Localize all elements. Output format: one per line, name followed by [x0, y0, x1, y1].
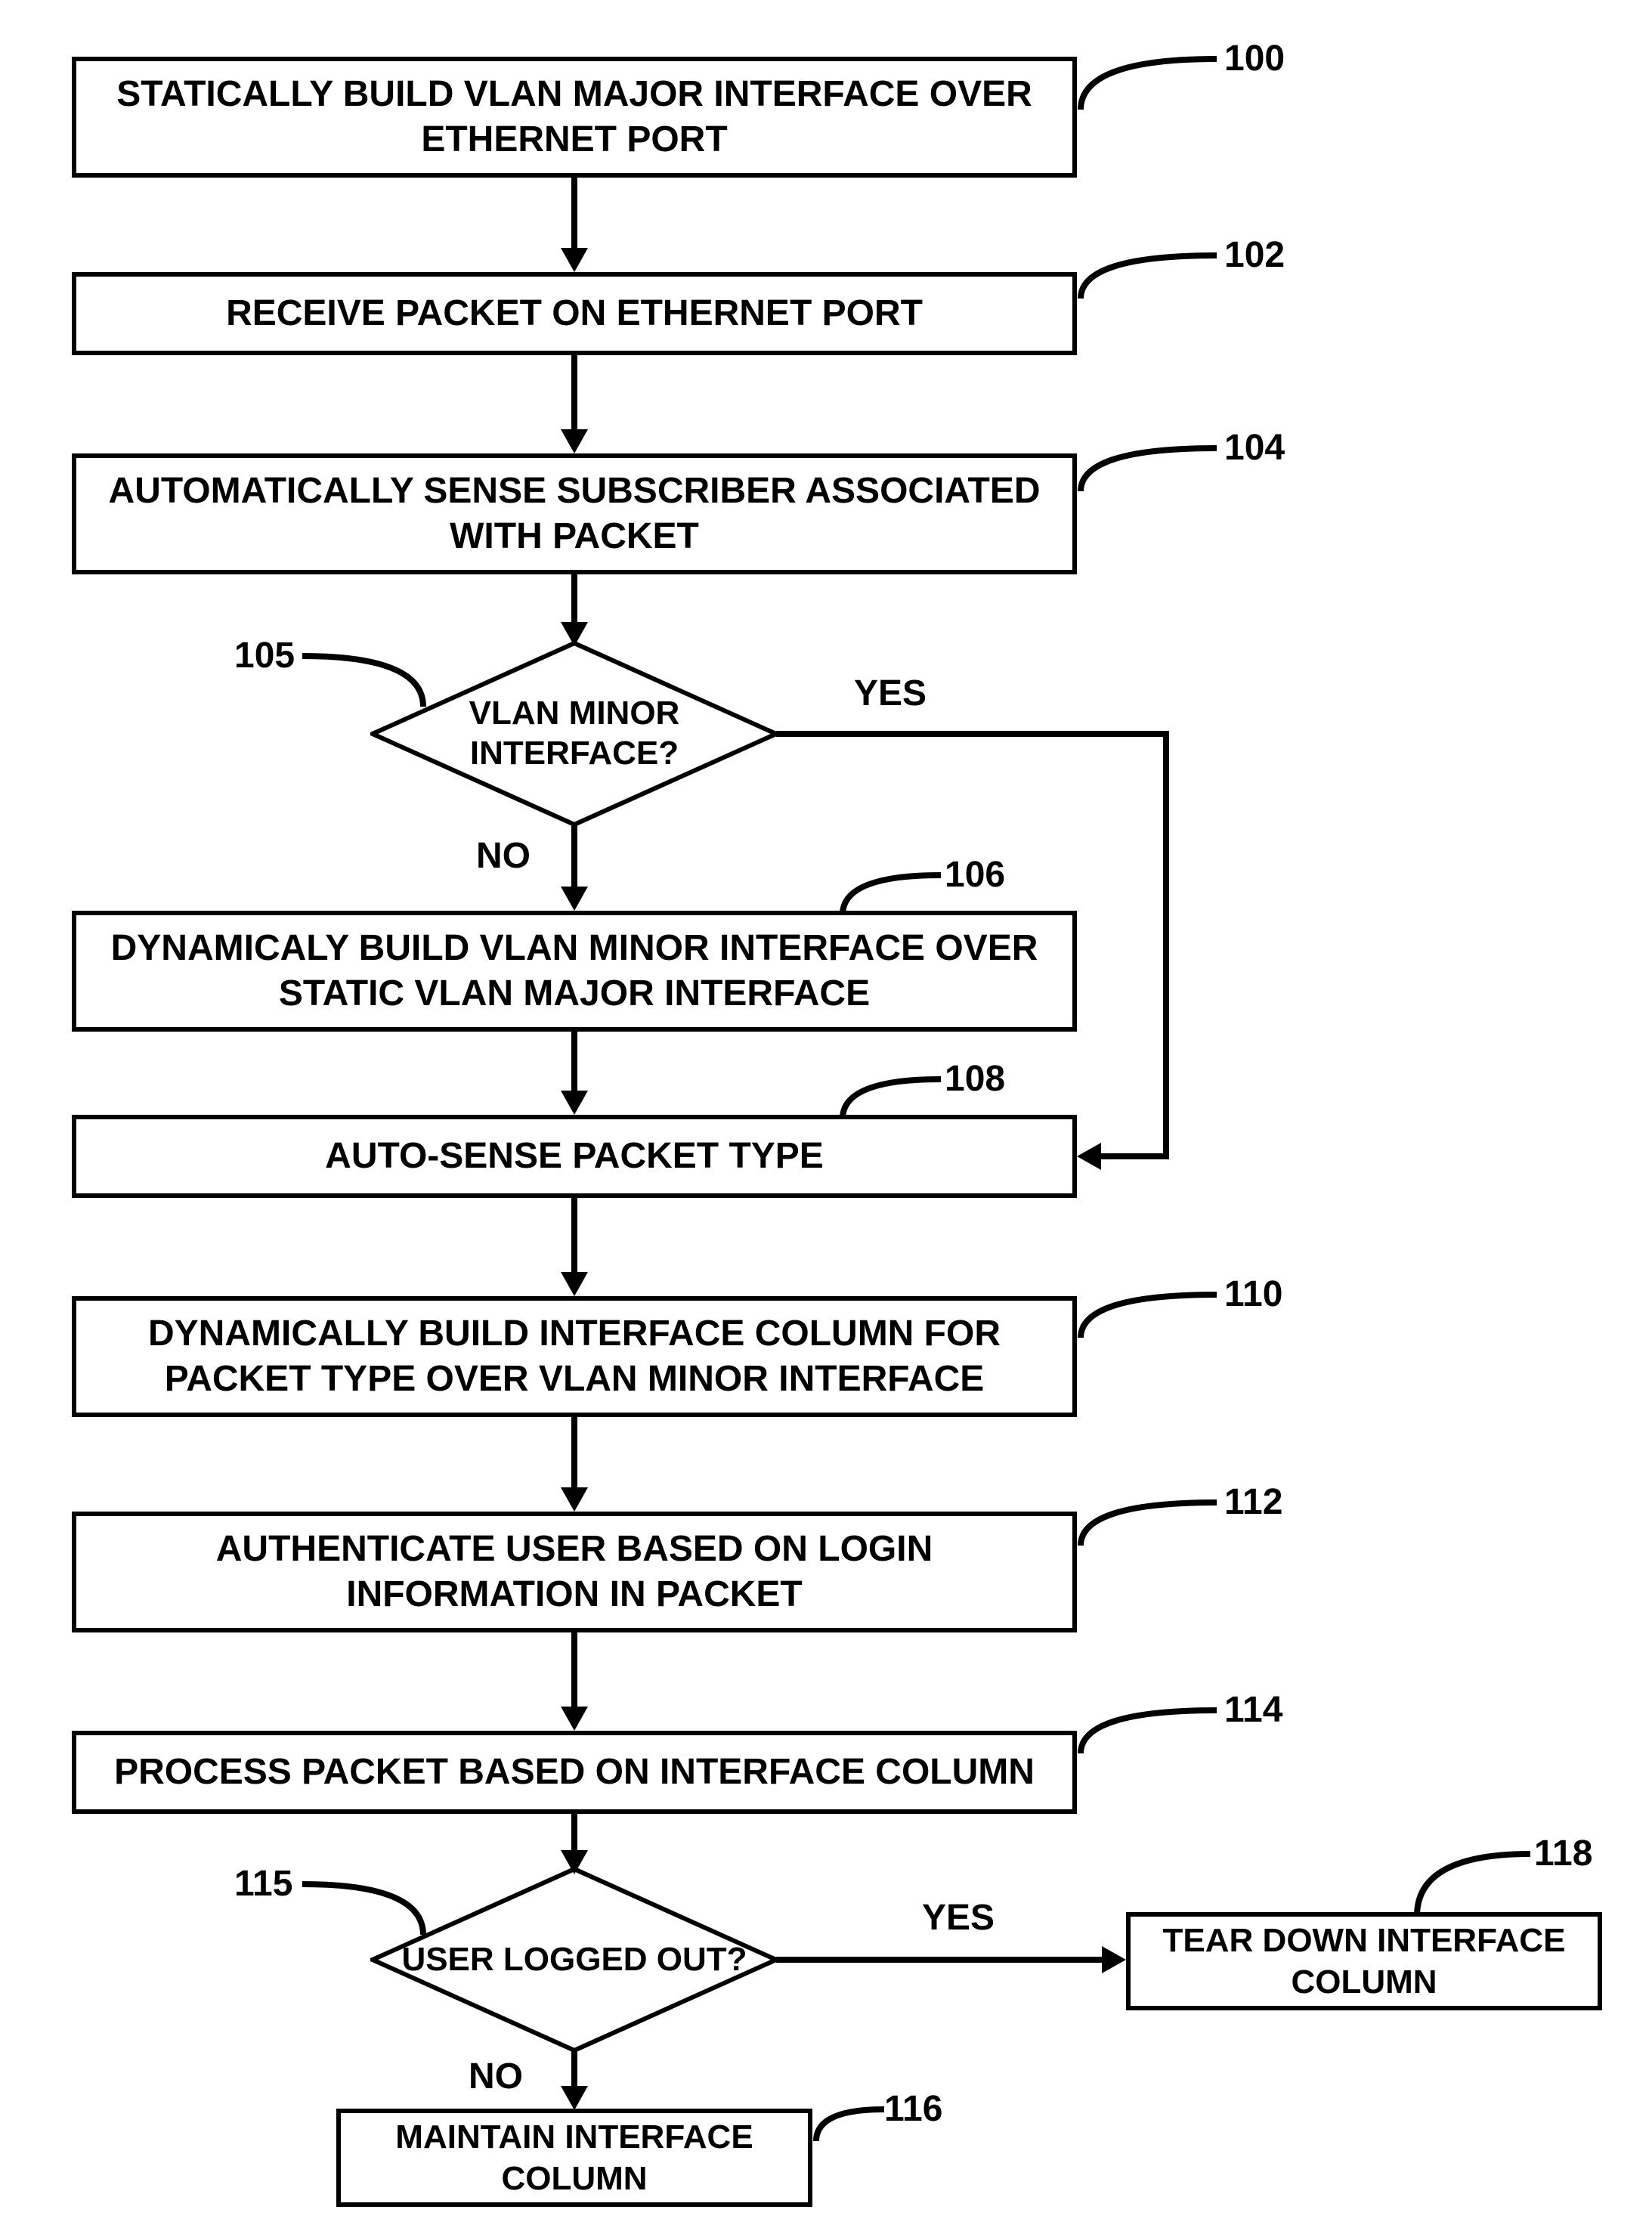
callout-118 [1413, 1848, 1534, 1920]
arrowhead-115yes [1102, 1946, 1126, 1973]
callout-116 [812, 2103, 888, 2145]
ref-112: 112 [1224, 1481, 1282, 1523]
arrowhead-106-108 [561, 1091, 588, 1115]
arrowhead-105yes [1077, 1143, 1101, 1170]
decision-115-text: USER LOGGED OUT? [401, 1940, 747, 1980]
step-108: AUTO-SENSE PACKET TYPE [72, 1115, 1077, 1198]
step-118: TEAR DOWN INTERFACE COLUMN [1126, 1912, 1602, 2010]
arrowhead-104-105 [561, 622, 588, 646]
arrow-114-115 [571, 1814, 577, 1852]
ref-116: 116 [884, 2088, 942, 2130]
arrow-102-104 [571, 355, 577, 431]
ref-118: 118 [1534, 1833, 1592, 1874]
step-112-text: AUTHENTICATE USER BASED ON LOGIN INFORMA… [91, 1527, 1057, 1617]
arrow-115yes-h [776, 1957, 1103, 1963]
arrowhead-100-102 [561, 248, 588, 272]
step-102-text: RECEIVE PACKET ON ETHERNET PORT [226, 291, 923, 336]
callout-108 [839, 1073, 945, 1122]
arrow-115-116 [571, 2050, 577, 2087]
arrow-105yes-h1 [776, 731, 1169, 737]
step-118-text: TEAR DOWN INTERFACE COLUMN [1146, 1920, 1582, 2003]
arrowhead-105-106 [561, 887, 588, 911]
step-106: DYNAMICALY BUILD VLAN MINOR INTERFACE OV… [72, 911, 1077, 1032]
label-105-yes: YES [854, 673, 927, 714]
callout-106 [839, 869, 945, 918]
step-106-text: DYNAMICALY BUILD VLAN MINOR INTERFACE OV… [91, 926, 1057, 1017]
ref-106: 106 [945, 854, 1005, 896]
decision-105-text: VLAN MINOR INTERFACE? [370, 694, 778, 774]
arrowhead-110-112 [561, 1487, 588, 1512]
arrowhead-115-116 [561, 2086, 588, 2110]
ref-114: 114 [1224, 1689, 1282, 1731]
ref-105: 105 [234, 635, 295, 676]
ref-100: 100 [1224, 38, 1285, 79]
callout-100 [1077, 53, 1220, 113]
label-115-no: NO [469, 2056, 523, 2097]
arrow-112-114 [571, 1632, 577, 1708]
step-114: PROCESS PACKET BASED ON INTERFACE COLUMN [72, 1731, 1077, 1814]
step-114-text: PROCESS PACKET BASED ON INTERFACE COLUMN [114, 1750, 1035, 1795]
arrow-100-102 [571, 178, 577, 249]
step-104: AUTOMATICALLY SENSE SUBSCRIBER ASSOCIATE… [72, 453, 1077, 574]
label-115-yes: YES [922, 1897, 995, 1939]
step-108-text: AUTO-SENSE PACKET TYPE [325, 1134, 824, 1179]
arrowhead-112-114 [561, 1707, 588, 1731]
step-100-text: STATICALLY BUILD VLAN MAJOR INTERFACE OV… [91, 72, 1057, 162]
arrow-110-112 [571, 1417, 577, 1489]
callout-102 [1077, 249, 1220, 302]
arrow-104-105 [571, 574, 577, 624]
step-102: RECEIVE PACKET ON ETHERNET PORT [72, 272, 1077, 355]
callout-112 [1077, 1496, 1220, 1549]
arrowhead-114-115 [561, 1850, 588, 1874]
ref-108: 108 [945, 1058, 1005, 1100]
step-100: STATICALLY BUILD VLAN MAJOR INTERFACE OV… [72, 57, 1077, 178]
arrow-106-108 [571, 1032, 577, 1092]
ref-115: 115 [234, 1863, 292, 1905]
decision-105: VLAN MINOR INTERFACE? [370, 641, 778, 827]
arrow-108-110 [571, 1198, 577, 1273]
step-110: DYNAMICALLY BUILD INTERFACE COLUMN FOR P… [72, 1296, 1077, 1417]
callout-115 [299, 1878, 427, 1939]
callout-104 [1077, 442, 1220, 495]
step-110-text: DYNAMICALLY BUILD INTERFACE COLUMN FOR P… [91, 1311, 1057, 1402]
ref-104: 104 [1224, 427, 1285, 469]
arrowhead-102-104 [561, 429, 588, 453]
callout-114 [1077, 1704, 1220, 1757]
ref-110: 110 [1224, 1273, 1282, 1315]
arrow-105yes-v [1163, 731, 1169, 1159]
arrow-105yes-h2 [1101, 1153, 1169, 1159]
ref-102: 102 [1224, 234, 1285, 276]
label-105-no: NO [476, 835, 531, 877]
step-116-text: MAINTAIN INTERFACE COLUMN [356, 2116, 793, 2199]
decision-115: USER LOGGED OUT? [370, 1867, 778, 2053]
step-112: AUTHENTICATE USER BASED ON LOGIN INFORMA… [72, 1512, 1077, 1632]
callout-110 [1077, 1289, 1220, 1341]
arrow-105-106 [571, 824, 577, 888]
step-116: MAINTAIN INTERFACE COLUMN [336, 2109, 812, 2207]
step-104-text: AUTOMATICALLY SENSE SUBSCRIBER ASSOCIATE… [91, 469, 1057, 559]
arrowhead-108-110 [561, 1272, 588, 1296]
